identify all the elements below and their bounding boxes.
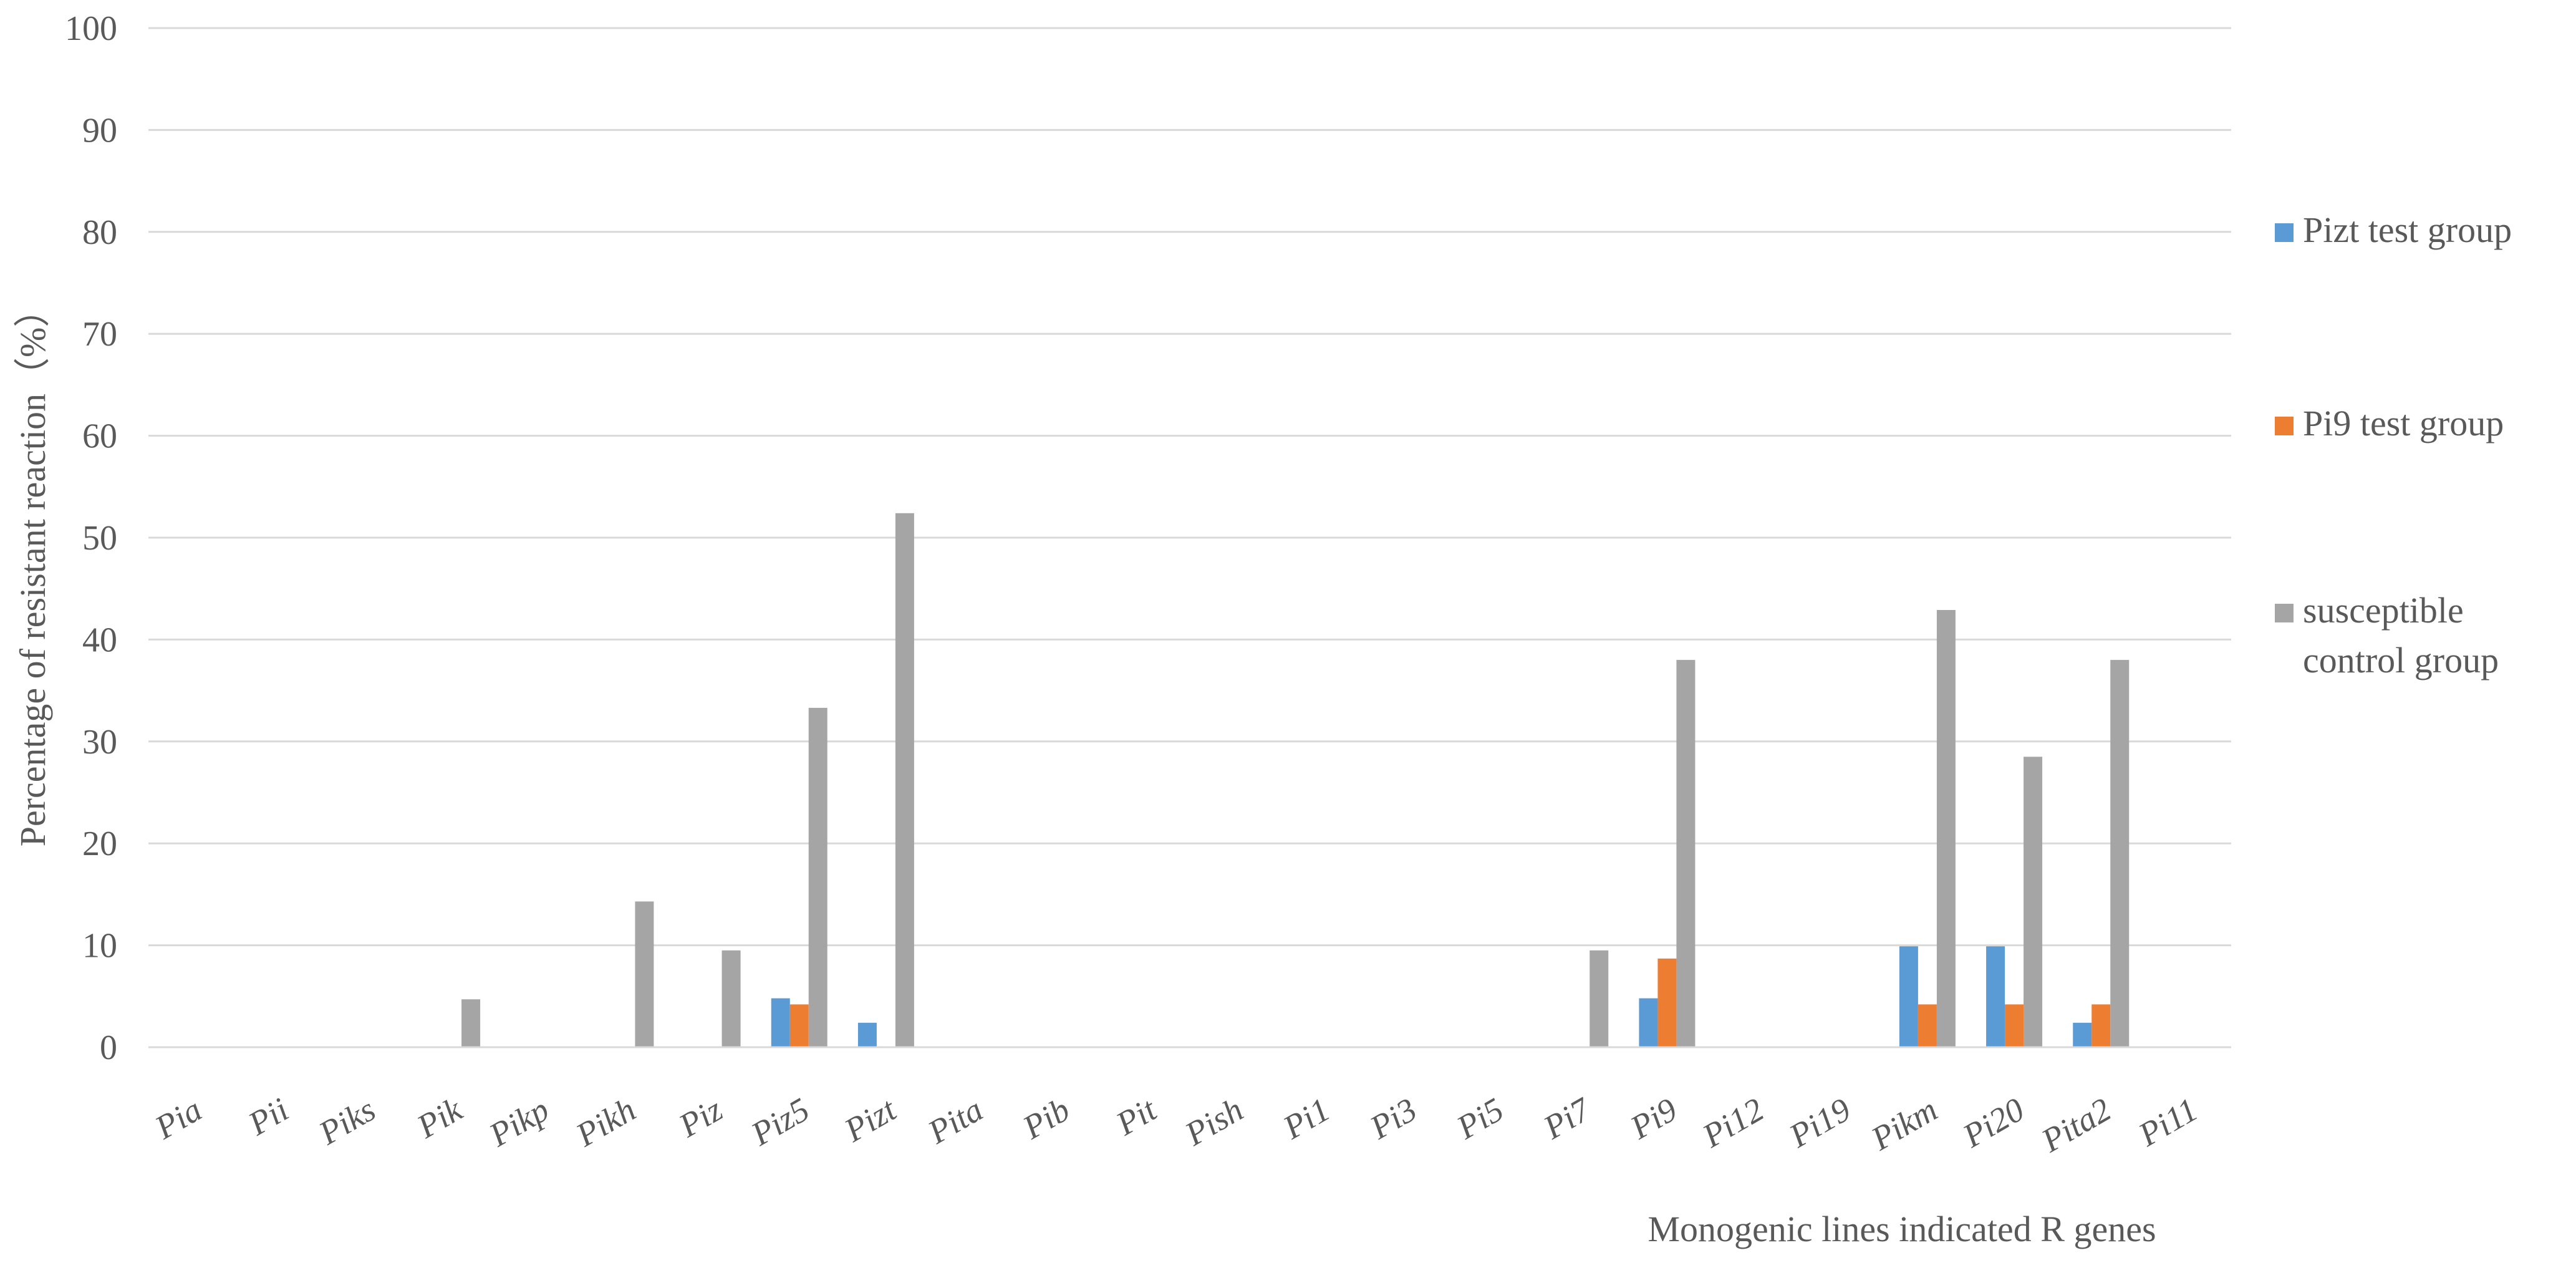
bar	[461, 999, 481, 1047]
x-tick-label: Pikp	[483, 1090, 556, 1154]
x-axis-ticks: Pia Pii Piks Pik Pikp Pikh Piz Piz5 Pizt Pita Pib P…	[148, 1090, 2204, 1159]
bar	[1899, 946, 1918, 1047]
x-tick-label: Pikh	[569, 1090, 642, 1154]
bar	[789, 1004, 809, 1047]
y-tick-label: 80	[82, 213, 117, 252]
x-tick-label: Pib	[1016, 1090, 1076, 1146]
x-axis-title: Monogenic lines indicated R genes	[1647, 1209, 2156, 1249]
x-tick-label: Piz5	[745, 1090, 816, 1153]
legend-label: Pizt test group	[2303, 210, 2512, 250]
y-tick-label: 10	[82, 927, 117, 966]
x-tick-label: Pik	[410, 1090, 469, 1146]
bar	[895, 513, 914, 1047]
x-tick-label: Pi12	[1696, 1090, 1770, 1154]
bar	[1986, 946, 2005, 1047]
legend: Pizt test group Pi9 test group susceptible…	[2275, 210, 2512, 680]
gridlines	[148, 27, 2231, 947]
x-tick-label: Pita2	[2035, 1090, 2117, 1159]
x-tick-label: Piks	[312, 1090, 382, 1152]
y-tick-label: 20	[82, 825, 117, 863]
y-tick-label: 50	[82, 519, 117, 558]
bars	[461, 513, 2130, 1047]
bar	[1657, 958, 1677, 1047]
bar	[1639, 998, 1658, 1047]
y-tick-label: 30	[82, 723, 117, 762]
legend-label: Pi9 test group	[2303, 403, 2504, 443]
x-tick-label: Pii	[241, 1090, 294, 1143]
bar	[1676, 660, 1696, 1047]
x-tick-label: Pi9	[1624, 1090, 1684, 1146]
bar	[2024, 757, 2043, 1047]
x-tick-label: Pit	[1109, 1090, 1164, 1143]
bar	[1589, 950, 1609, 1047]
y-axis-ticks: 0 10 20 30 40 50 60 70 80 90 100	[65, 9, 117, 1067]
bar	[721, 950, 741, 1047]
x-tick-label: Pikm	[1864, 1090, 1944, 1158]
y-tick-label: 60	[82, 417, 117, 456]
bar	[2091, 1004, 2111, 1047]
x-tick-label: Pish	[1179, 1090, 1250, 1153]
x-tick-label: Pi19	[1783, 1090, 1857, 1154]
bar	[771, 998, 790, 1047]
y-tick-label: 40	[82, 621, 117, 659]
bar	[1918, 1004, 1937, 1047]
legend-swatch	[2275, 417, 2294, 435]
x-tick-label: Pi7	[1536, 1090, 1598, 1146]
y-tick-label: 90	[82, 111, 117, 150]
y-tick-label: 0	[100, 1028, 117, 1067]
y-tick-label: 100	[65, 9, 117, 48]
legend-label: susceptible control group	[2303, 590, 2499, 680]
x-tick-label: Pizt	[837, 1090, 903, 1149]
legend-swatch	[2275, 604, 2294, 622]
y-axis-title: Percentage of resistant reaction（%）	[12, 291, 53, 847]
bar	[2005, 1004, 2024, 1047]
bar	[2110, 660, 2130, 1047]
x-tick-label: Pi20	[1956, 1090, 2030, 1154]
bar	[808, 707, 827, 1047]
bar	[635, 901, 654, 1047]
x-tick-label: Pi3	[1363, 1090, 1423, 1146]
legend-swatch	[2275, 223, 2294, 242]
bar	[1936, 610, 1956, 1047]
bar	[2073, 1022, 2092, 1047]
x-tick-label: Pi5	[1450, 1090, 1510, 1146]
x-tick-label: Piz	[672, 1090, 729, 1145]
bar	[857, 1022, 877, 1047]
x-tick-label: Pita	[921, 1090, 989, 1151]
x-tick-label: Pi1	[1276, 1090, 1336, 1146]
x-tick-label: Pia	[148, 1090, 208, 1146]
y-tick-label: 70	[82, 315, 117, 354]
x-tick-label: Pi11	[2132, 1090, 2204, 1153]
